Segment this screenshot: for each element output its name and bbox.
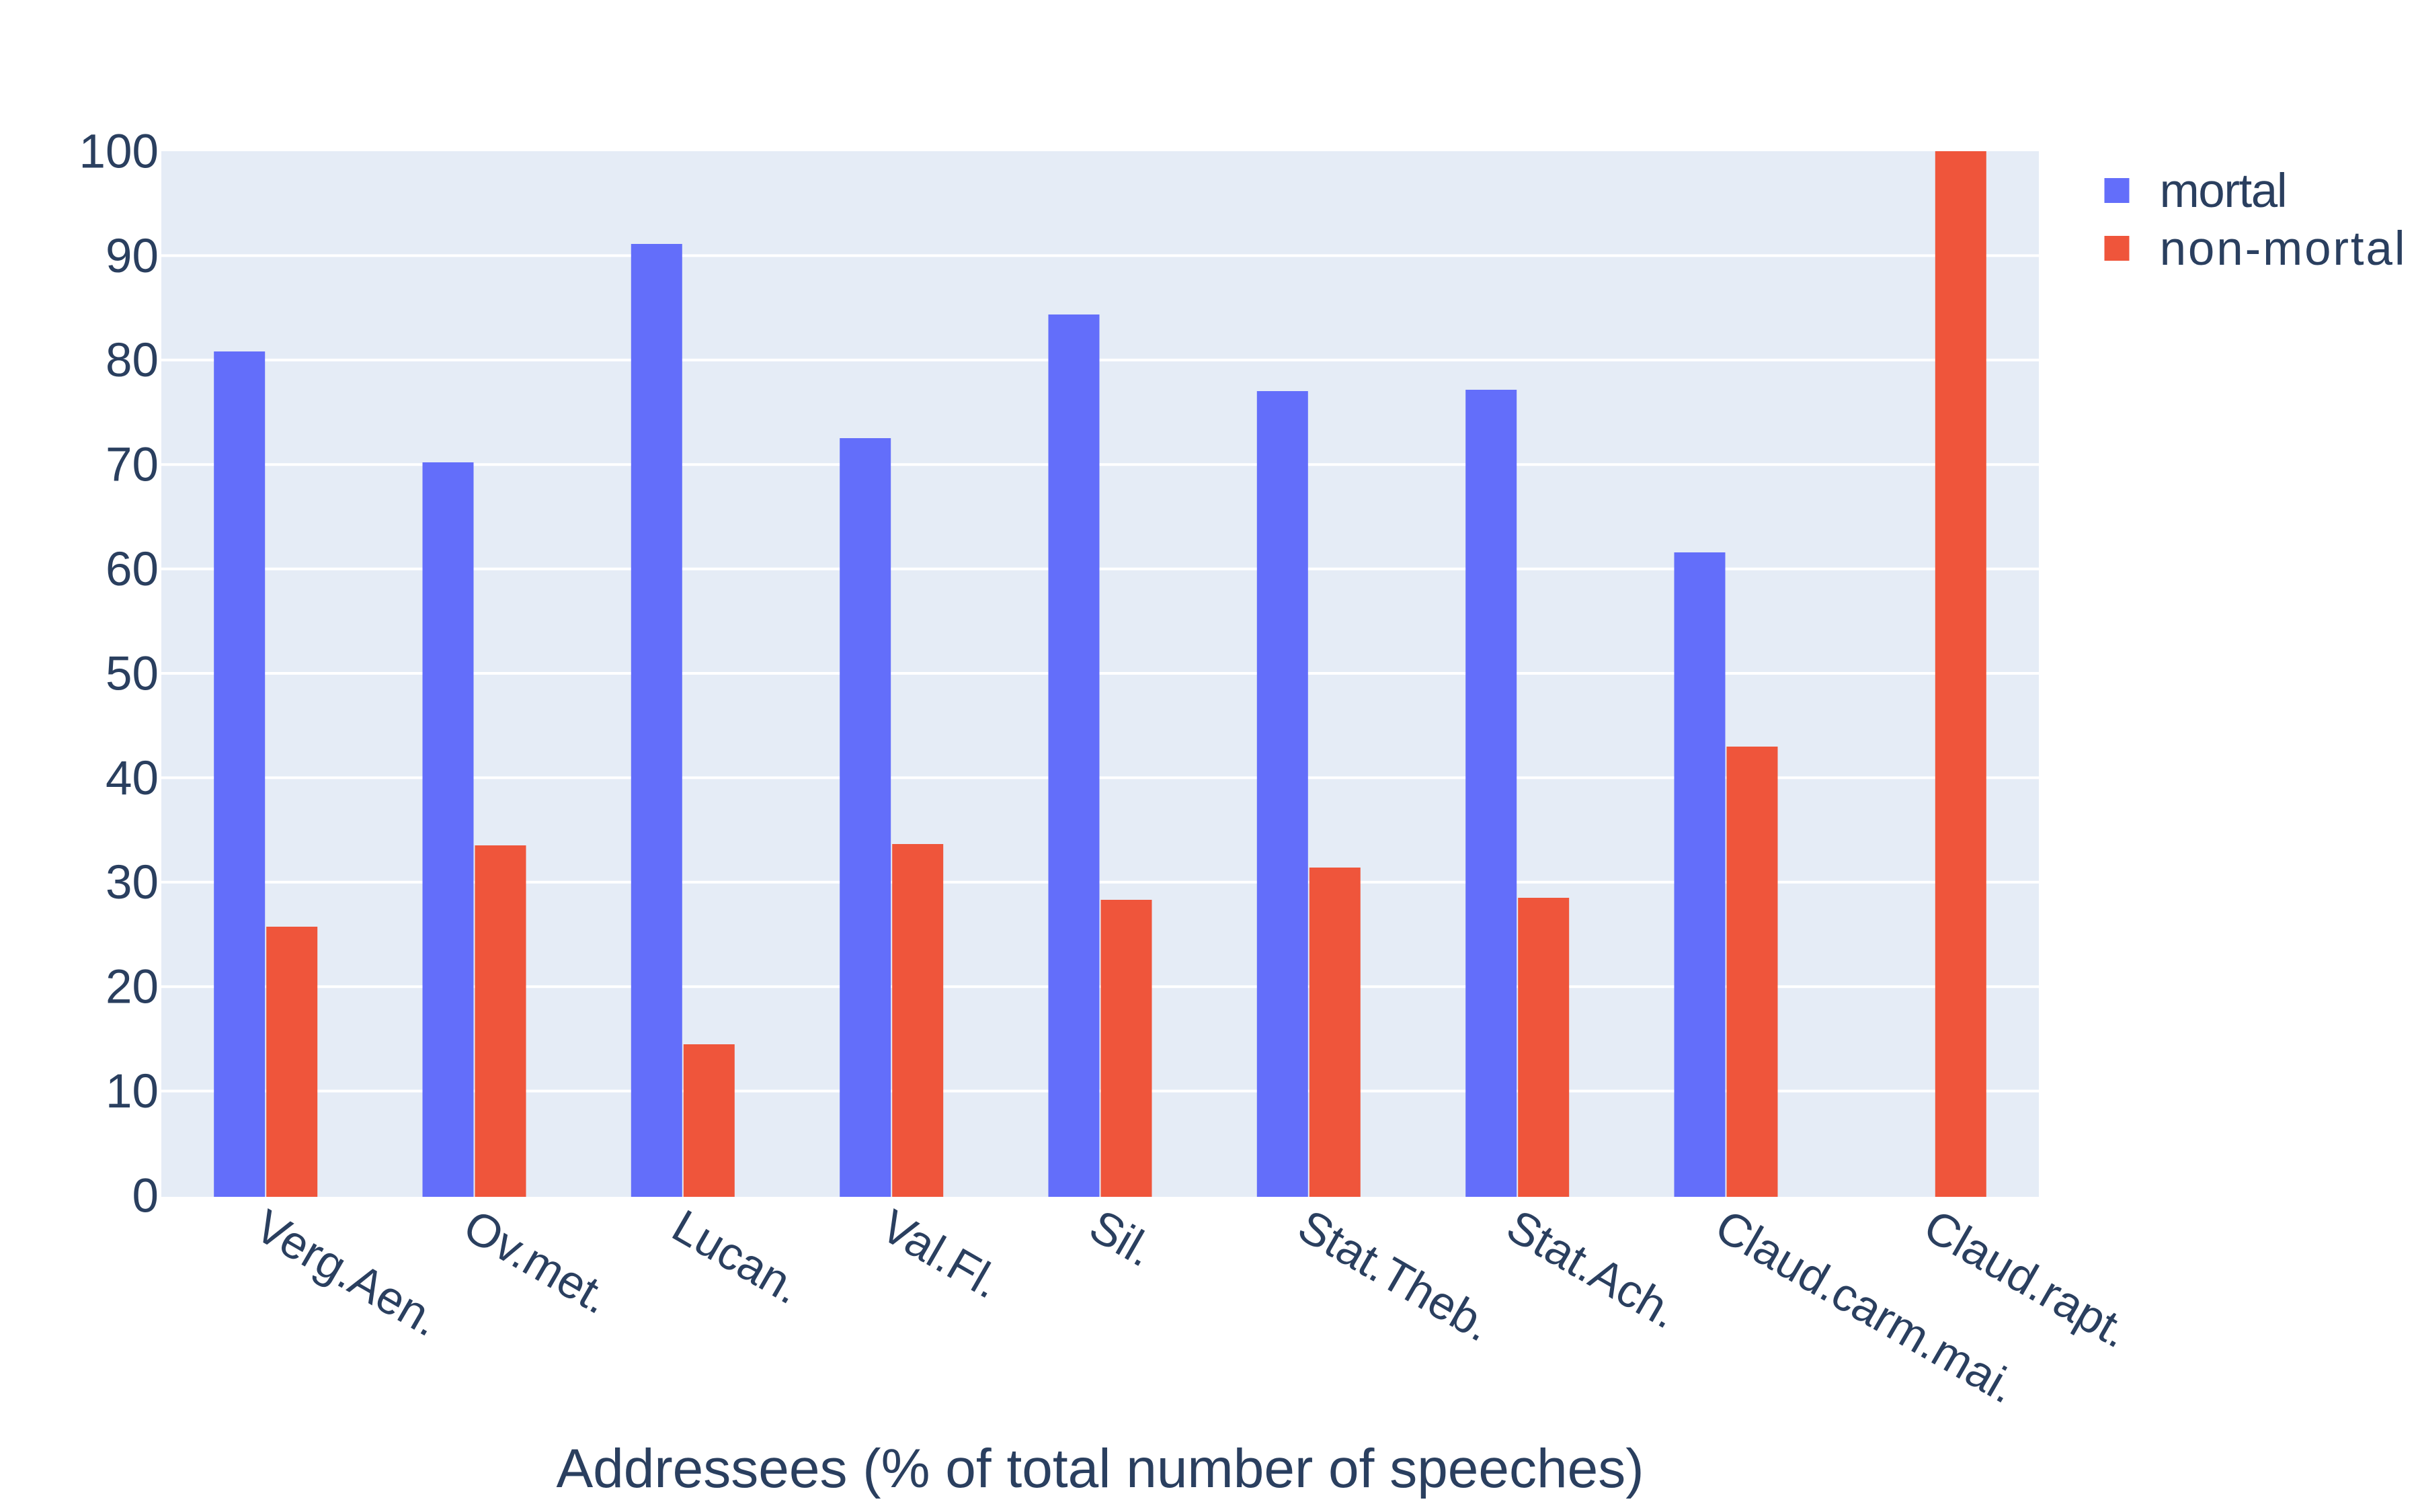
svg-text:10: 10 (106, 1065, 159, 1118)
svg-text:60: 60 (106, 543, 159, 596)
svg-text:0: 0 (132, 1169, 159, 1222)
svg-text:40: 40 (106, 752, 159, 805)
svg-text:30: 30 (106, 856, 159, 909)
svg-text:Addressees (% of total number: Addressees (% of total number of speeche… (556, 1438, 1644, 1499)
svg-text:100: 100 (79, 125, 159, 178)
svg-text:non-mortal: non-mortal (2160, 222, 2405, 276)
svg-text:mortal: mortal (2160, 165, 2288, 218)
svg-text:90: 90 (106, 230, 159, 283)
svg-text:50: 50 (106, 647, 159, 700)
svg-text:80: 80 (106, 334, 159, 387)
svg-text:20: 20 (106, 961, 159, 1014)
svg-text:70: 70 (106, 439, 159, 492)
